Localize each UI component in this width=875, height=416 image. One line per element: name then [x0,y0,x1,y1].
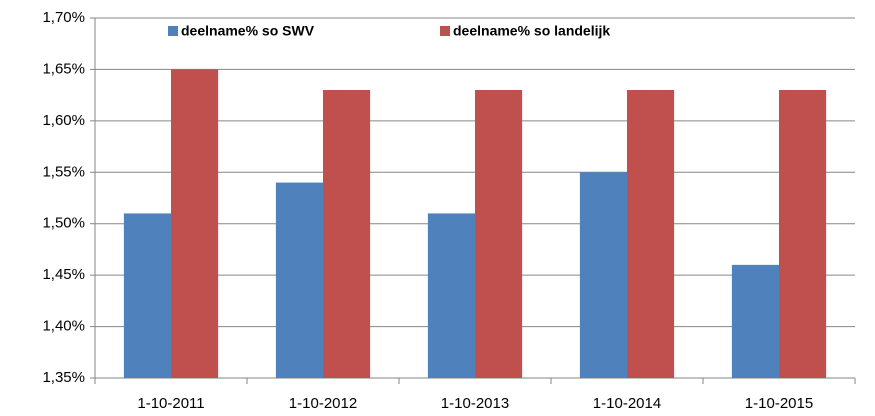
bar [323,90,371,378]
bar [731,264,779,378]
y-tick-label: 1,70% [42,9,85,26]
y-tick-label: 1,40% [42,318,85,335]
bar [275,182,323,378]
x-tick-label: 1-10-2013 [441,395,509,412]
y-tick-label: 1,35% [42,369,85,386]
bar [123,213,171,378]
x-tick-label: 1-10-2014 [593,395,661,412]
legend-swatch [168,26,178,36]
x-tick-label: 1-10-2012 [289,395,357,412]
bar [579,172,627,378]
bar [427,213,475,378]
y-tick-label: 1,45% [42,266,85,283]
y-tick-label: 1,55% [42,163,85,180]
bar [171,69,219,378]
legend-label: deelname% so landelijk [453,23,610,39]
legend-swatch [440,26,450,36]
bar [779,90,827,378]
legend-label: deelname% so SWV [181,23,315,39]
x-tick-label: 1-10-2015 [745,395,813,412]
bar [627,90,675,378]
bar [475,90,523,378]
y-tick-label: 1,60% [42,112,85,129]
y-tick-label: 1,65% [42,60,85,77]
x-tick-label: 1-10-2011 [137,395,204,412]
y-tick-label: 1,50% [42,215,85,232]
